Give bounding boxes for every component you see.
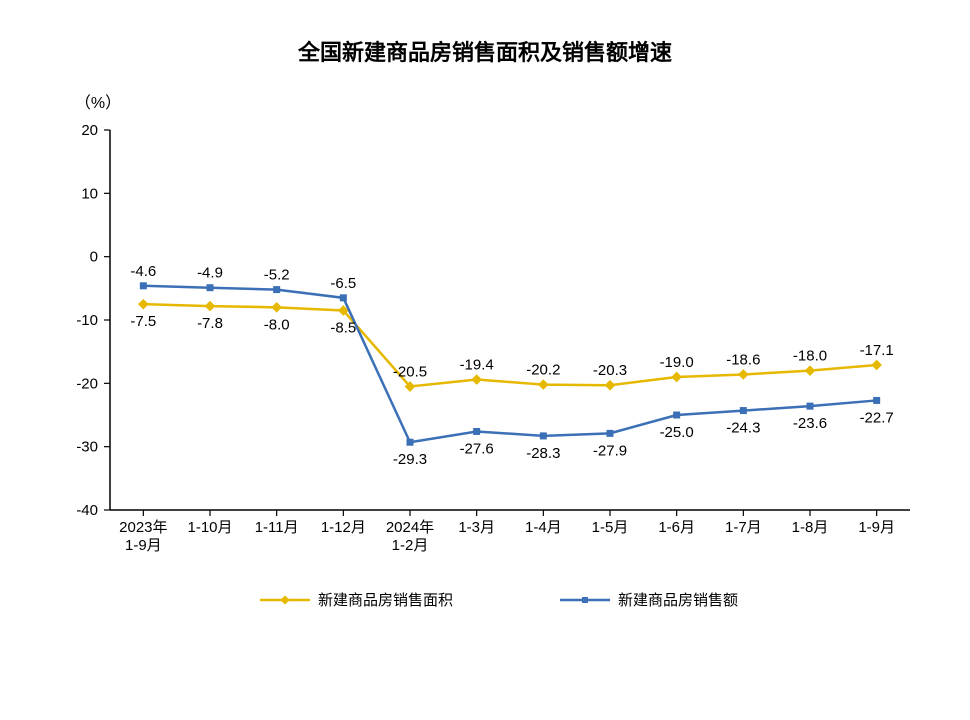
data-label: -6.5 <box>330 275 356 292</box>
series-marker <box>674 412 680 418</box>
y-unit-label: （%） <box>75 94 121 112</box>
y-tick-label: -20 <box>76 375 98 392</box>
series-marker <box>540 433 546 439</box>
data-label: -27.6 <box>460 440 494 457</box>
series-marker <box>740 408 746 414</box>
series-marker <box>474 428 480 434</box>
data-label: -29.3 <box>393 451 427 468</box>
series-marker <box>807 403 813 409</box>
data-label: -8.5 <box>330 320 356 337</box>
y-tick-label: -40 <box>76 502 98 519</box>
data-label: -19.0 <box>660 354 694 371</box>
x-tick-label: 1-9月 <box>858 519 895 536</box>
x-tick-label: 1-11月 <box>255 519 299 536</box>
data-label: -18.6 <box>726 351 760 368</box>
x-tick-label: 1-8月 <box>792 519 829 536</box>
data-label: -20.2 <box>526 362 560 379</box>
chart-title: 全国新建商品房销售面积及销售额增速 <box>297 40 672 65</box>
data-label: -5.2 <box>264 267 290 284</box>
data-label: -25.0 <box>660 424 694 441</box>
x-tick-label: 1-5月 <box>592 519 629 536</box>
series-marker <box>140 283 146 289</box>
data-label: -7.5 <box>130 313 156 330</box>
x-tick-label: 1-10月 <box>187 519 232 536</box>
y-tick-label: 20 <box>81 122 98 139</box>
legend-label: 新建商品房销售面积 <box>318 592 453 609</box>
legend-marker <box>582 597 588 603</box>
x-tick-label: 1-7月 <box>725 519 762 536</box>
x-tick-label: 1-12月 <box>321 519 366 536</box>
y-tick-label: -10 <box>76 312 98 329</box>
x-tick-label: 1-4月 <box>525 519 562 536</box>
x-tick-label: 1-3月 <box>458 519 495 536</box>
data-label: -24.3 <box>726 420 760 437</box>
series-marker <box>607 430 613 436</box>
data-label: -4.6 <box>130 263 156 280</box>
legend-label: 新建商品房销售额 <box>618 592 738 609</box>
x-tick-label: 2024年1-2月 <box>386 519 434 554</box>
x-tick-label: 2023年1-9月 <box>119 519 167 554</box>
series-marker <box>407 439 413 445</box>
data-label: -4.9 <box>197 265 223 282</box>
series-marker <box>274 287 280 293</box>
y-tick-label: 10 <box>81 185 98 202</box>
series-marker <box>874 397 880 403</box>
data-label: -17.1 <box>860 342 894 359</box>
data-label: -23.6 <box>793 415 827 432</box>
y-tick-label: -30 <box>76 439 98 456</box>
data-label: -19.4 <box>460 357 494 374</box>
data-label: -20.5 <box>393 364 427 381</box>
data-label: -7.8 <box>197 315 223 332</box>
series-marker <box>207 285 213 291</box>
chart-svg: 全国新建商品房销售面积及销售额增速 （%） -40 -30 -20 -10 0 10 20 202… <box>0 0 970 720</box>
y-tick-label: 0 <box>90 249 98 266</box>
data-label: -8.0 <box>264 316 290 333</box>
x-tick-label: 1-6月 <box>658 519 695 536</box>
data-label: -20.3 <box>593 362 627 379</box>
data-label: -22.7 <box>860 409 894 426</box>
data-label: -28.3 <box>526 445 560 462</box>
series-marker <box>340 295 346 301</box>
data-label: -27.9 <box>593 442 627 459</box>
data-label: -18.0 <box>793 348 827 365</box>
chart-container: 全国新建商品房销售面积及销售额增速 （%） -40 -30 -20 -10 0 10 20 202… <box>0 0 970 720</box>
